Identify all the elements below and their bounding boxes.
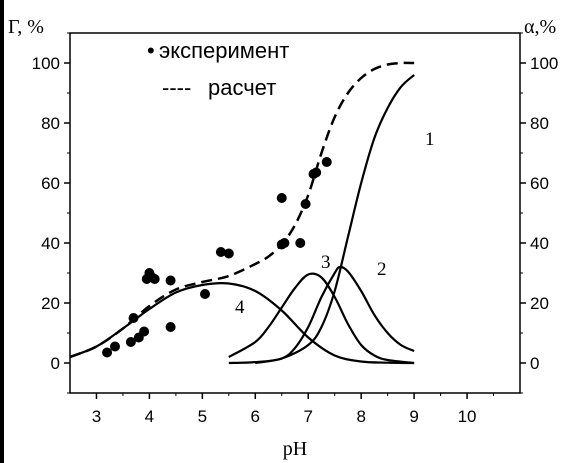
curve-3	[228, 272, 415, 365]
y-tick-label-right: 40	[530, 234, 549, 253]
curve-4	[69, 282, 415, 365]
experiment-point	[311, 167, 322, 178]
y-tick-label-right: 60	[530, 174, 549, 193]
experiment-point	[110, 341, 120, 352]
legend-label-calculation: расчет	[208, 75, 276, 100]
legend-marker-experiment: •	[147, 38, 155, 63]
left-border-bar	[0, 0, 4, 463]
experiment-point	[279, 238, 290, 248]
y-tick-label-left: 0	[51, 354, 60, 373]
y-axis-title-left: Г, %	[8, 16, 44, 38]
experiment-point	[165, 322, 176, 332]
x-tick-label: 6	[251, 407, 260, 426]
experiment-point	[295, 238, 306, 248]
y-tick-label-left: 40	[41, 234, 60, 253]
experiment-point	[102, 347, 113, 358]
experiment-point	[125, 337, 136, 347]
experiment-point	[149, 274, 160, 284]
y-tick-label-left: 20	[41, 294, 60, 313]
y-tick-label-left: 60	[41, 174, 60, 193]
x-tick-label: 4	[145, 407, 154, 426]
legend-label-experiment: эксперимент	[159, 38, 289, 63]
point-group	[102, 157, 332, 358]
y-tick-label-left: 100	[32, 54, 60, 73]
legend: • эксперимент ---- расчет	[147, 38, 289, 100]
curve-2	[255, 265, 415, 365]
y-tick-label-right: 80	[530, 114, 549, 133]
experiment-point	[223, 248, 234, 259]
experiment-point	[128, 313, 139, 323]
x-tick-label: 5	[198, 407, 207, 426]
experiment-point	[215, 247, 226, 257]
x-tick-label: 3	[92, 407, 101, 426]
experiment-point	[276, 193, 287, 203]
curve-1	[228, 74, 415, 365]
legend-marker-calculation: ----	[162, 75, 191, 100]
curve-label-1: 1	[425, 129, 435, 150]
x-tick-label: 10	[458, 407, 477, 426]
y-tick-label-right: 0	[530, 354, 539, 373]
x-tick-label: 9	[409, 407, 418, 426]
x-tick-label: 7	[304, 407, 313, 426]
experiment-point	[321, 157, 332, 167]
y-tick-label-right: 100	[530, 54, 558, 73]
curve-label-3: 3	[321, 252, 331, 273]
experiment-point	[300, 199, 311, 209]
experiment-point	[165, 275, 176, 286]
y-tick-label-right: 20	[530, 294, 549, 313]
curve-group	[69, 61, 415, 365]
x-tick-label: 8	[356, 407, 365, 426]
y-axis-title-right: α,%	[524, 16, 556, 38]
y-tick-label-left: 80	[41, 114, 60, 133]
x-axis-title: pH	[283, 438, 307, 460]
experiment-point	[139, 326, 150, 337]
experiment-point	[200, 289, 210, 299]
curve-label-4: 4	[235, 297, 245, 318]
calculation-curve	[69, 61, 415, 359]
curve-label-2: 2	[377, 259, 387, 280]
